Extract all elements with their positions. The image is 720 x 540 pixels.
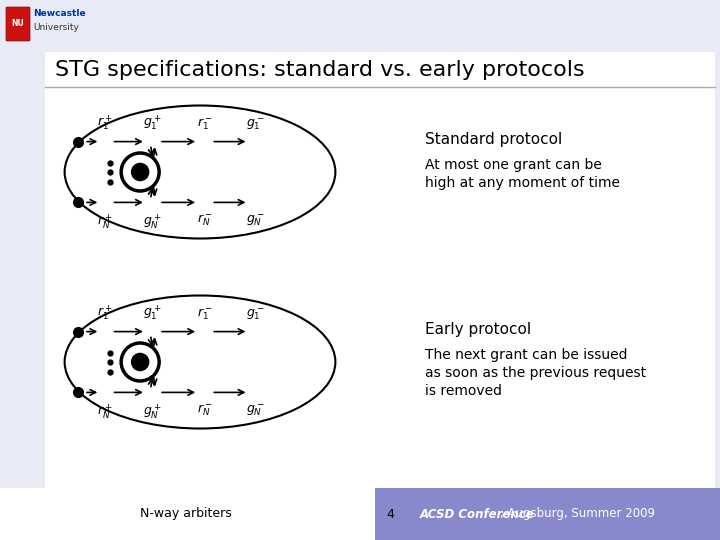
Text: high at any moment of time: high at any moment of time xyxy=(425,176,620,190)
Text: Newcastle: Newcastle xyxy=(33,10,86,18)
FancyBboxPatch shape xyxy=(5,4,80,52)
Text: $g_N^-$: $g_N^-$ xyxy=(246,402,264,418)
Text: 4: 4 xyxy=(386,508,394,521)
Text: $g_N^+$: $g_N^+$ xyxy=(143,402,162,421)
FancyBboxPatch shape xyxy=(6,7,30,41)
Text: The next grant can be issued: The next grant can be issued xyxy=(425,348,628,362)
FancyBboxPatch shape xyxy=(45,52,715,488)
Text: $r_N^-$: $r_N^-$ xyxy=(197,402,212,418)
Text: $r_1^+$: $r_1^+$ xyxy=(97,303,113,322)
Text: Early protocol: Early protocol xyxy=(425,322,531,337)
Text: as soon as the previous request: as soon as the previous request xyxy=(425,366,646,380)
Text: STG specifications: standard vs. early protocols: STG specifications: standard vs. early p… xyxy=(55,60,585,80)
FancyBboxPatch shape xyxy=(0,488,720,540)
FancyBboxPatch shape xyxy=(375,488,720,540)
Text: NU: NU xyxy=(12,19,24,29)
Text: $r_1^+$: $r_1^+$ xyxy=(97,113,113,132)
Text: $g_N^-$: $g_N^-$ xyxy=(246,212,264,228)
Text: $r_N^+$: $r_N^+$ xyxy=(97,402,113,421)
Text: $r_N^-$: $r_N^-$ xyxy=(197,212,212,228)
Ellipse shape xyxy=(65,105,336,239)
Text: $g_1^+$: $g_1^+$ xyxy=(143,113,162,132)
Text: $r_1^-$: $r_1^-$ xyxy=(197,116,212,132)
Text: is removed: is removed xyxy=(425,384,502,398)
Circle shape xyxy=(121,153,159,191)
Text: N-way arbiters: N-way arbiters xyxy=(140,508,232,521)
Text: $r_1^-$: $r_1^-$ xyxy=(197,306,212,322)
Text: $g_1^+$: $g_1^+$ xyxy=(143,303,162,322)
Text: $r_N^+$: $r_N^+$ xyxy=(97,212,113,231)
Ellipse shape xyxy=(65,295,336,429)
Circle shape xyxy=(132,164,149,180)
Text: $g_1^-$: $g_1^-$ xyxy=(246,116,264,132)
Text: University: University xyxy=(33,23,79,31)
Circle shape xyxy=(121,343,159,381)
Text: , Augsburg, Summer 2009: , Augsburg, Summer 2009 xyxy=(500,508,655,521)
Text: At most one grant can be: At most one grant can be xyxy=(425,158,602,172)
Text: Standard protocol: Standard protocol xyxy=(425,132,562,147)
Text: $g_1^-$: $g_1^-$ xyxy=(246,306,264,322)
Text: $g_N^+$: $g_N^+$ xyxy=(143,212,162,231)
Circle shape xyxy=(132,354,149,370)
Text: ACSD Conference: ACSD Conference xyxy=(420,508,535,521)
